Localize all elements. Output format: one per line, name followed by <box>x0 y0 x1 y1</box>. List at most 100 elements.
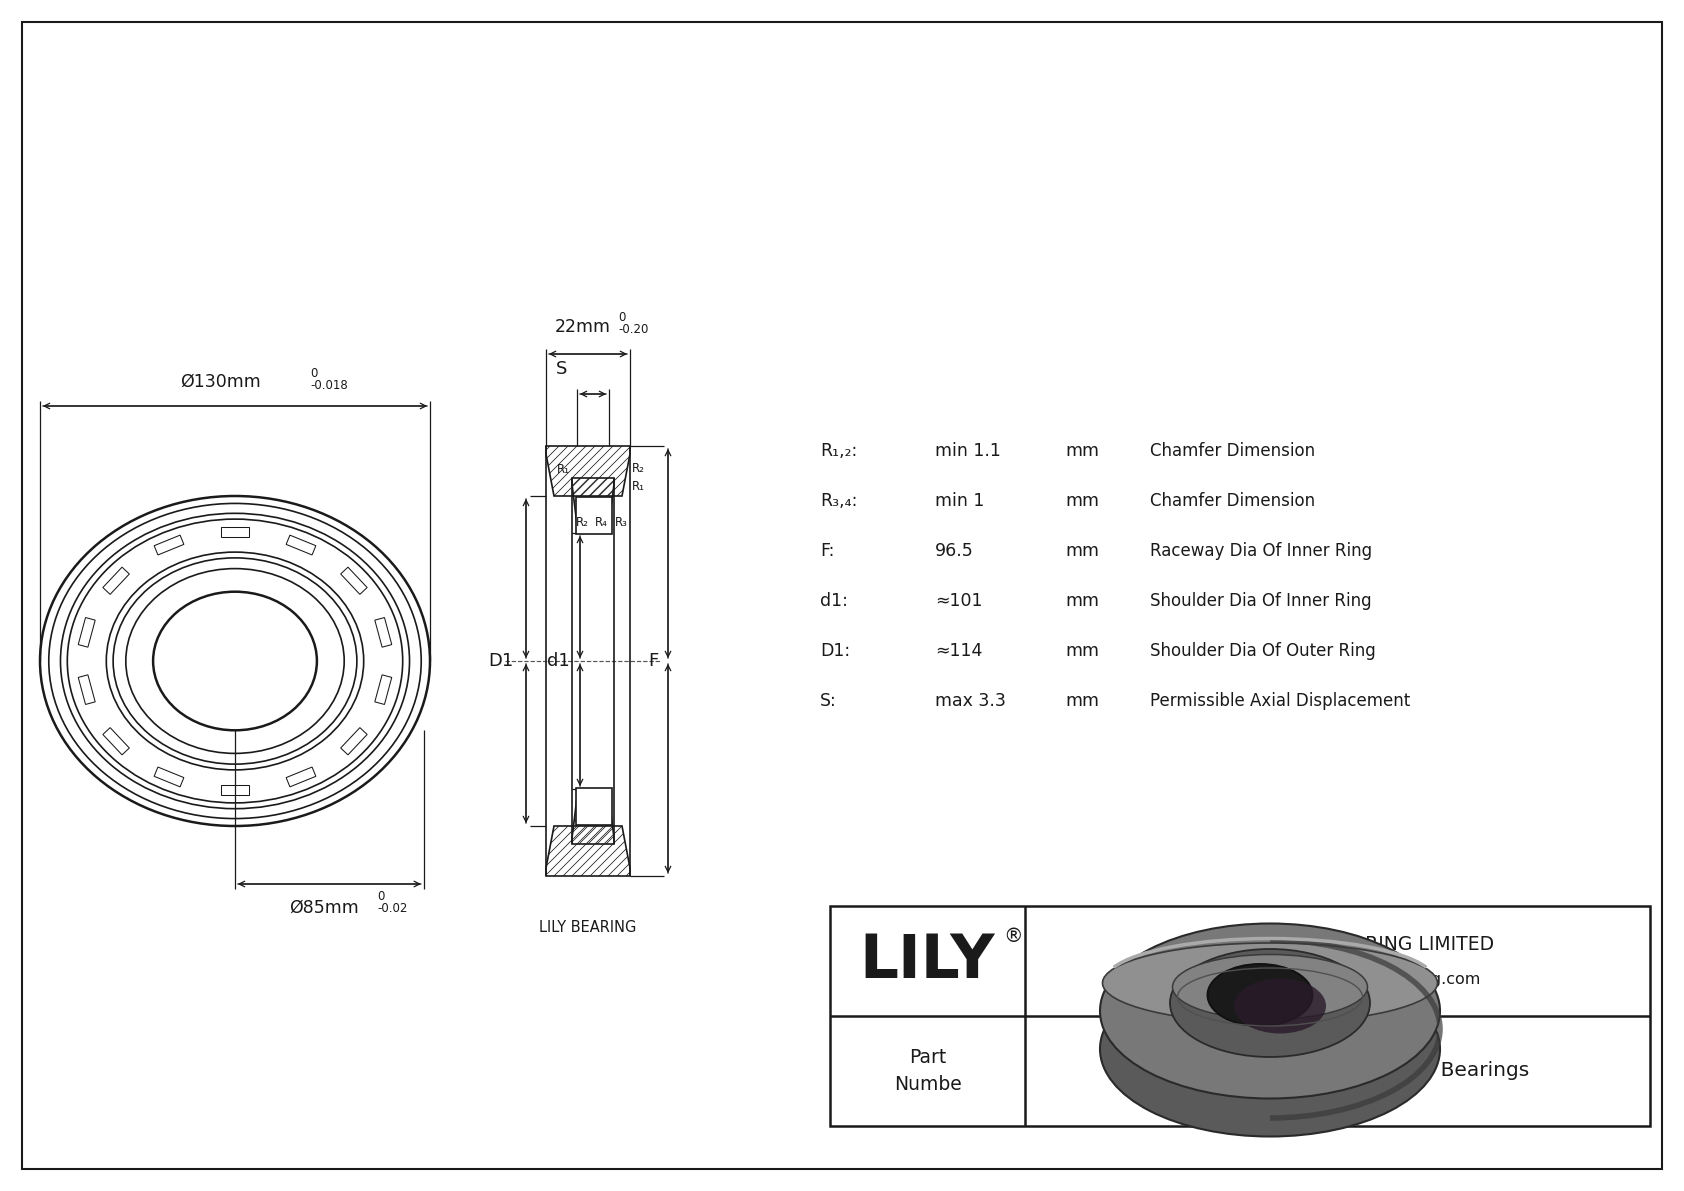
Polygon shape <box>546 827 630 877</box>
Polygon shape <box>573 788 615 844</box>
Text: 0: 0 <box>618 311 625 324</box>
Polygon shape <box>573 788 615 844</box>
Text: Shoulder Dia Of Inner Ring: Shoulder Dia Of Inner Ring <box>1150 592 1372 610</box>
Text: mm: mm <box>1064 692 1100 710</box>
Text: D1: D1 <box>488 651 514 671</box>
Polygon shape <box>573 478 615 534</box>
Polygon shape <box>546 445 630 495</box>
Polygon shape <box>546 827 630 877</box>
Polygon shape <box>573 788 615 844</box>
Text: LILY: LILY <box>861 931 995 991</box>
Polygon shape <box>573 478 615 534</box>
Polygon shape <box>546 827 630 877</box>
Polygon shape <box>573 788 615 844</box>
Text: max 3.3: max 3.3 <box>935 692 1005 710</box>
Polygon shape <box>546 827 630 877</box>
Ellipse shape <box>1100 923 1440 1098</box>
Polygon shape <box>546 827 630 877</box>
Text: D1:: D1: <box>820 642 850 660</box>
Polygon shape <box>546 827 630 877</box>
Text: S:: S: <box>820 692 837 710</box>
Polygon shape <box>573 788 615 844</box>
Text: R₃: R₃ <box>615 516 628 529</box>
Text: -0.018: -0.018 <box>310 379 349 392</box>
Polygon shape <box>546 445 630 495</box>
Text: mm: mm <box>1064 642 1100 660</box>
Text: mm: mm <box>1064 492 1100 510</box>
Polygon shape <box>573 788 615 844</box>
Polygon shape <box>546 445 630 495</box>
Polygon shape <box>573 788 615 844</box>
Polygon shape <box>573 788 615 844</box>
Polygon shape <box>573 478 615 534</box>
Bar <box>576 788 611 825</box>
Polygon shape <box>546 827 630 877</box>
Text: Part
Numbe: Part Numbe <box>894 1048 962 1093</box>
Polygon shape <box>546 445 630 495</box>
Polygon shape <box>546 445 630 495</box>
Polygon shape <box>546 445 630 495</box>
Polygon shape <box>546 827 630 877</box>
Polygon shape <box>546 445 630 495</box>
Polygon shape <box>546 445 630 495</box>
Text: ≈101: ≈101 <box>935 592 982 610</box>
Text: d1:: d1: <box>820 592 847 610</box>
Text: mm: mm <box>1064 592 1100 610</box>
Text: Chamfer Dimension: Chamfer Dimension <box>1150 442 1315 460</box>
Polygon shape <box>573 788 615 844</box>
Text: Ø85mm: Ø85mm <box>290 899 359 917</box>
Polygon shape <box>546 445 630 495</box>
Text: 0: 0 <box>377 890 384 903</box>
Polygon shape <box>546 827 630 877</box>
Text: Chamfer Dimension: Chamfer Dimension <box>1150 492 1315 510</box>
Polygon shape <box>546 827 630 877</box>
Polygon shape <box>546 827 630 877</box>
Text: R₁: R₁ <box>632 480 645 493</box>
Polygon shape <box>546 445 630 495</box>
Text: ®: ® <box>1004 928 1024 947</box>
Polygon shape <box>573 478 615 534</box>
Polygon shape <box>546 445 630 495</box>
Polygon shape <box>546 445 630 495</box>
Text: 96.5: 96.5 <box>935 542 973 560</box>
Polygon shape <box>573 478 615 534</box>
Polygon shape <box>573 478 615 534</box>
Text: R₃,₄:: R₃,₄: <box>820 492 857 510</box>
Polygon shape <box>573 788 615 844</box>
Text: LILY BEARING: LILY BEARING <box>539 921 637 935</box>
Text: R₄: R₄ <box>594 516 608 529</box>
Text: Permissible Axial Displacement: Permissible Axial Displacement <box>1150 692 1410 710</box>
Text: min 1.1: min 1.1 <box>935 442 1000 460</box>
Polygon shape <box>573 478 615 534</box>
Text: R₁: R₁ <box>557 463 569 476</box>
Text: min 1: min 1 <box>935 492 985 510</box>
Polygon shape <box>573 478 615 534</box>
Text: Email: lilybearing@lily-bearing.com: Email: lilybearing@lily-bearing.com <box>1196 972 1480 986</box>
Polygon shape <box>546 827 630 877</box>
Polygon shape <box>573 788 615 844</box>
Polygon shape <box>573 788 615 844</box>
Polygon shape <box>573 478 615 534</box>
Polygon shape <box>546 445 630 495</box>
Polygon shape <box>573 788 615 844</box>
Polygon shape <box>573 478 615 534</box>
Polygon shape <box>546 827 630 877</box>
Polygon shape <box>573 478 615 534</box>
Text: F:: F: <box>820 542 834 560</box>
Ellipse shape <box>1207 964 1312 1025</box>
Polygon shape <box>546 827 630 877</box>
Polygon shape <box>546 445 630 495</box>
Polygon shape <box>546 445 630 495</box>
Text: R₂: R₂ <box>576 516 589 529</box>
Polygon shape <box>546 445 630 495</box>
Polygon shape <box>546 827 630 877</box>
Polygon shape <box>546 445 630 495</box>
Polygon shape <box>573 788 615 844</box>
Polygon shape <box>546 445 630 495</box>
Polygon shape <box>573 788 615 844</box>
Polygon shape <box>573 788 615 844</box>
Text: 0: 0 <box>310 367 317 380</box>
Polygon shape <box>546 827 630 877</box>
Polygon shape <box>546 827 630 877</box>
Polygon shape <box>546 445 630 495</box>
